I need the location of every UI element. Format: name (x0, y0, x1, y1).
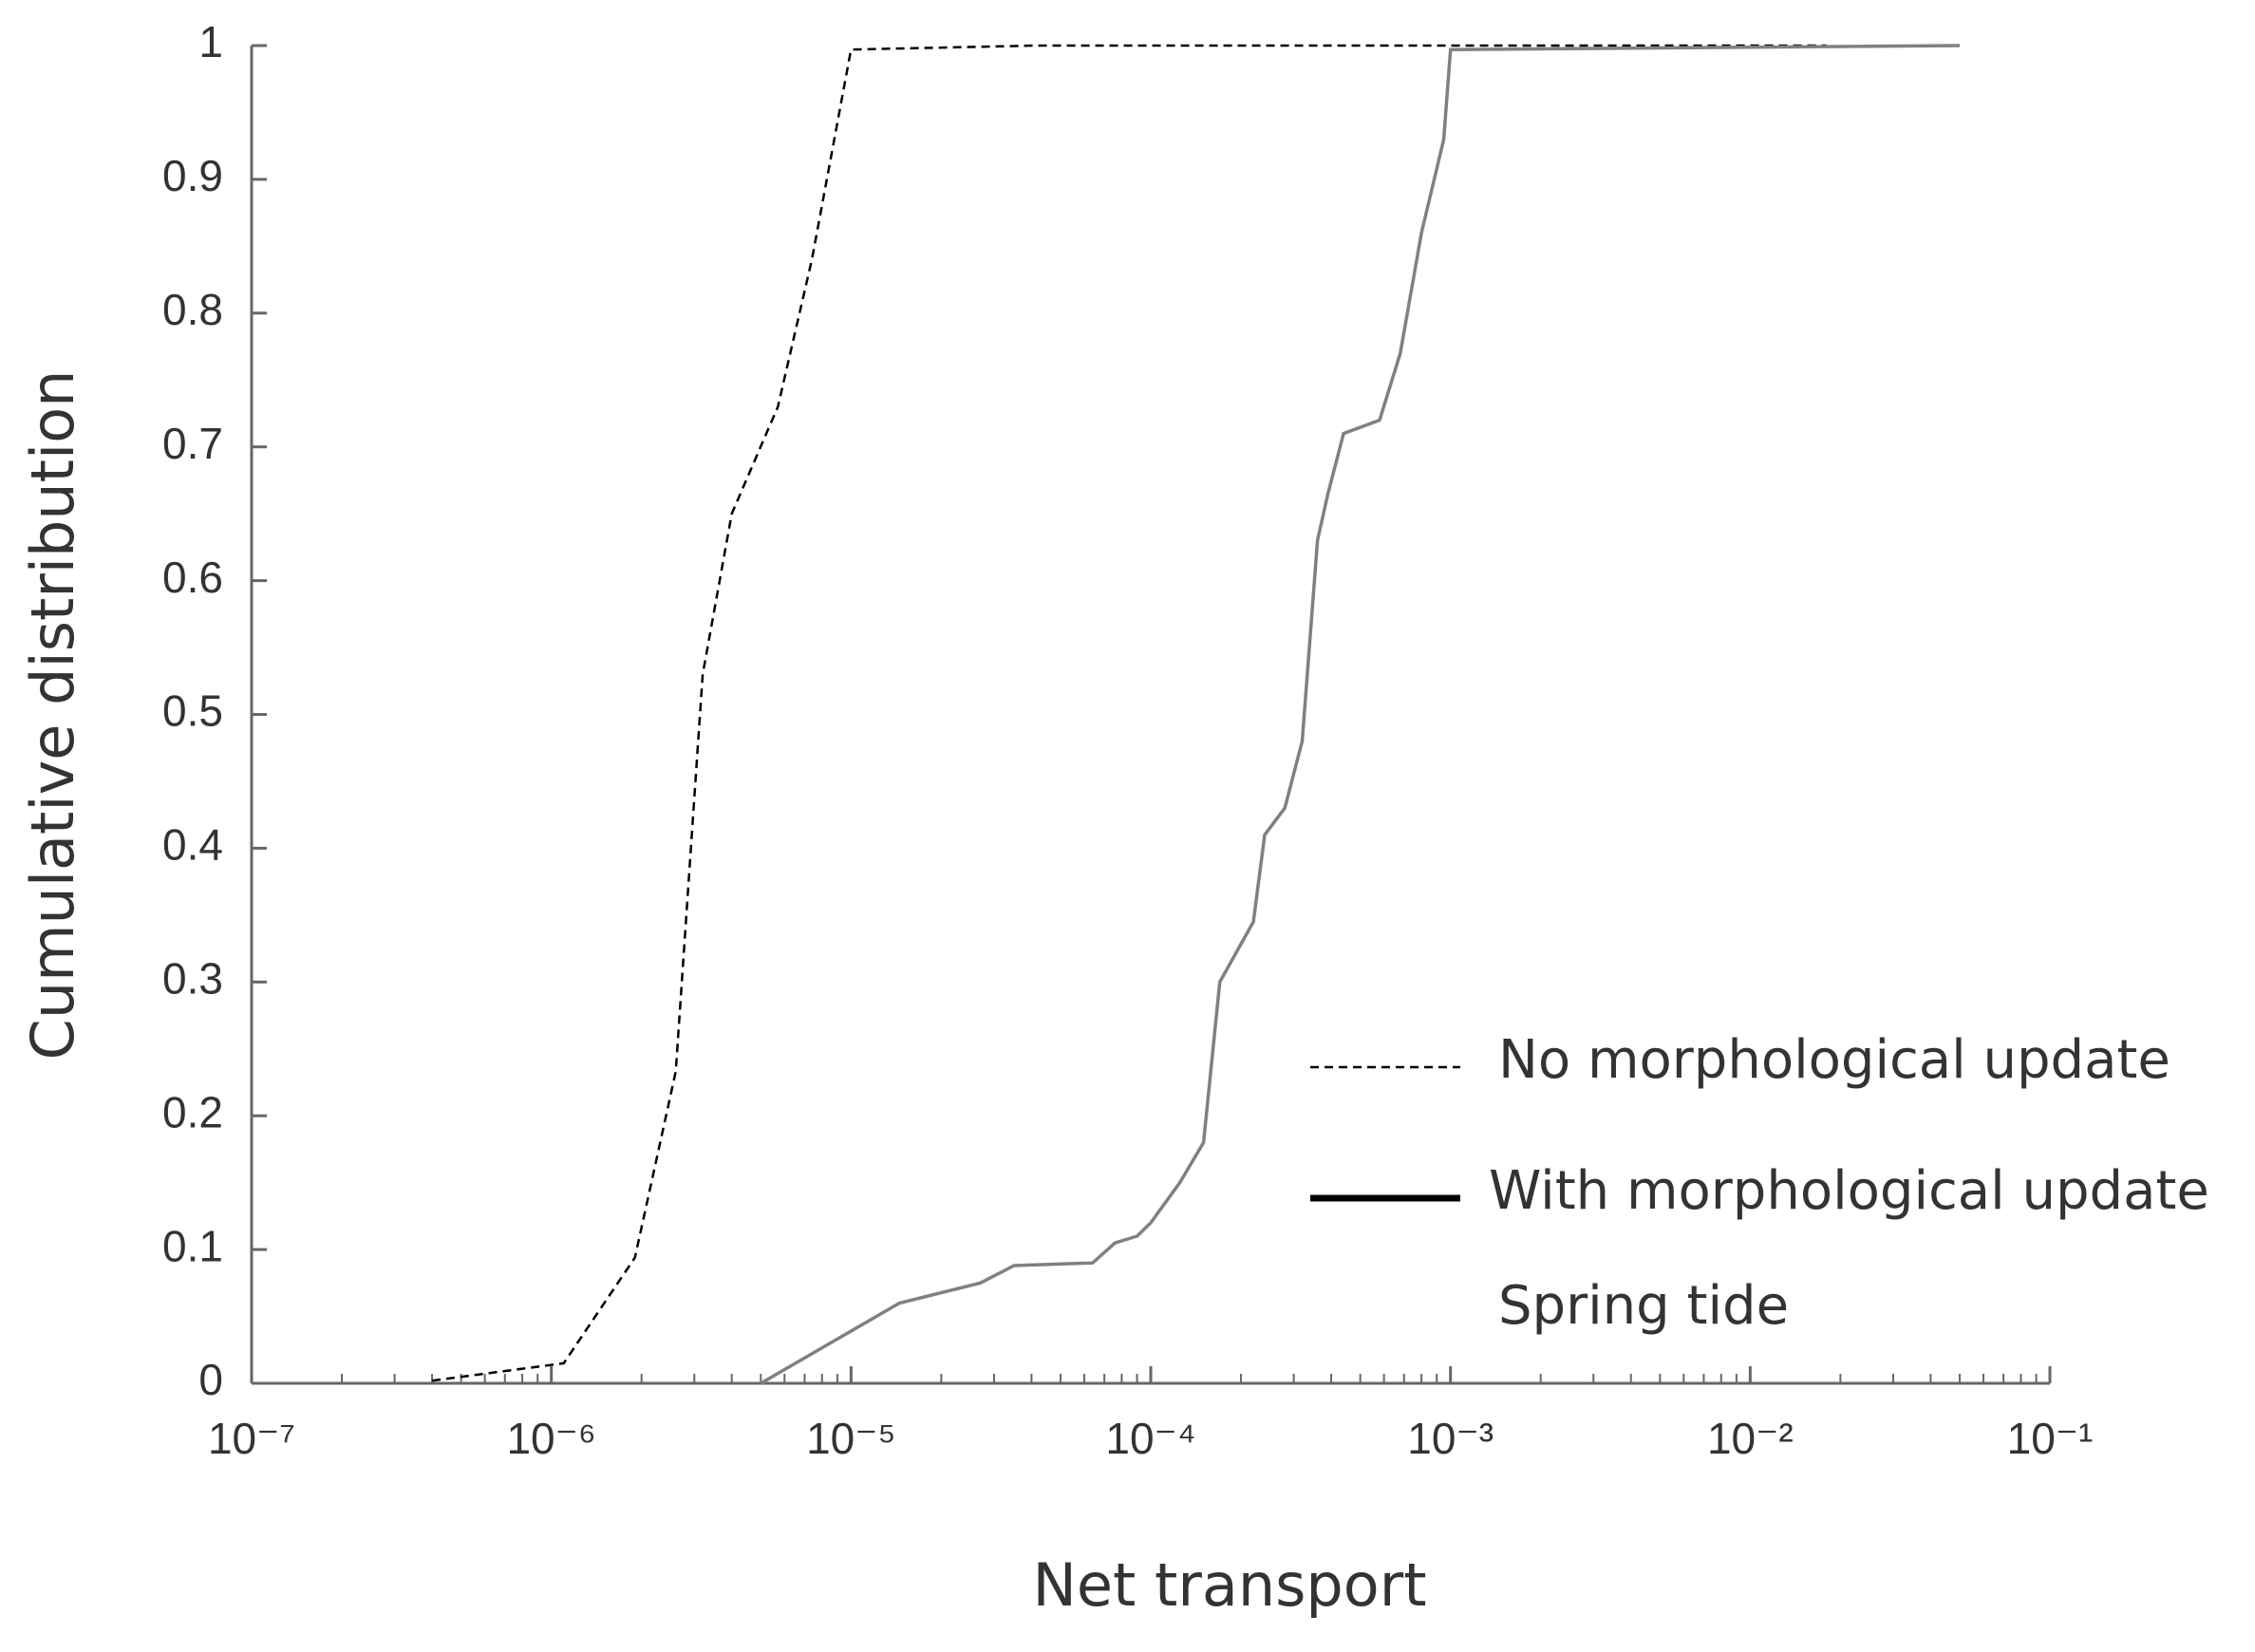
y-tick-label: 0 (198, 1355, 223, 1404)
y-tick-label: 0.4 (162, 820, 223, 870)
y-tick-label: 0.1 (162, 1221, 223, 1270)
y-tick-label: 0.7 (162, 419, 223, 468)
y-tick-label: 0.2 (162, 1087, 223, 1136)
y-tick-label: 0.5 (162, 686, 223, 736)
y-tick-label: 1 (198, 17, 223, 66)
x-tick-label: 10⁻² (1707, 1414, 1794, 1463)
x-tick-label: 10⁻⁴ (1105, 1414, 1195, 1463)
y-tick-label: 0.9 (162, 151, 223, 200)
data-line (760, 44, 1961, 1385)
y-tick-label: 0.8 (162, 285, 223, 334)
legend-label: With morphological update (1489, 1160, 2209, 1222)
y-axis-label: Cumulative distribution (18, 370, 87, 1061)
y-tick-label: 0.3 (162, 953, 223, 1003)
x-tick-label: 10⁻⁶ (506, 1414, 595, 1463)
x-tick-label: 10⁻³ (1407, 1414, 1494, 1463)
x-tick-label: 10⁻⁷ (208, 1414, 295, 1463)
x-tick-label: 10⁻⁵ (806, 1414, 896, 1463)
data-line (431, 44, 1827, 1382)
annotation: Spring tide (1498, 1275, 1789, 1337)
legend-label: No morphological update (1498, 1029, 2170, 1091)
y-tick-label: 0.6 (162, 553, 223, 602)
x-axis-label: Net transport (1032, 1550, 1426, 1620)
x-tick-label: 10⁻¹ (2007, 1414, 2094, 1463)
